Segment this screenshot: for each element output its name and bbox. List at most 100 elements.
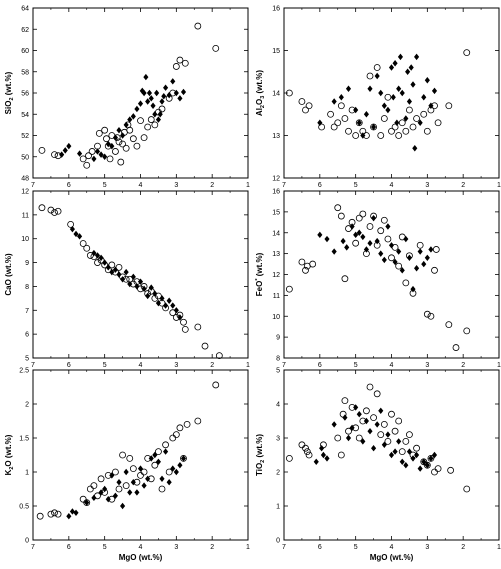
data-point-circle: [330, 123, 338, 131]
data-point-circle: [137, 471, 144, 479]
data-point-diamond: [170, 78, 176, 85]
data-point-diamond: [363, 417, 369, 425]
x-tick-label: 6: [318, 544, 322, 551]
data-point-diamond: [417, 119, 423, 126]
y-tick-label: 8: [276, 356, 280, 363]
data-point-diamond: [360, 438, 366, 445]
panel-4: 7 6 5 4 3 2 1 8 9 10 11 12 13 14 15 16 FeO* (wt.%): [255, 189, 501, 370]
data-point-circle: [122, 144, 130, 152]
data-point-diamond: [405, 68, 411, 75]
data-point-diamond: [69, 225, 75, 233]
data-point-circle: [341, 397, 349, 405]
data-point-diamond: [431, 451, 438, 459]
data-point-diamond: [91, 155, 97, 163]
data-point-diamond: [180, 88, 187, 96]
data-point-circle: [434, 119, 442, 127]
x-tick-label: 2: [210, 544, 214, 551]
data-point-circle: [54, 510, 62, 518]
y-tick-label: 4: [276, 402, 280, 409]
data-point-diamond: [399, 89, 405, 97]
x-tick-label: 2: [461, 544, 465, 551]
data-point-diamond: [59, 151, 65, 158]
data-point-diamond: [319, 445, 325, 452]
x-tick-label: 3: [174, 544, 178, 551]
data-point-diamond: [166, 91, 172, 99]
data-point-diamond: [392, 60, 398, 67]
plot-frame: [32, 369, 249, 541]
x-tick-label: 7: [282, 544, 286, 551]
data-point-circle: [298, 98, 306, 105]
data-point-circle: [298, 441, 306, 449]
data-point-diamond: [367, 428, 373, 435]
data-point-diamond: [378, 250, 384, 257]
y-tick-label: 12: [21, 189, 29, 196]
x-tick-label: 6: [318, 362, 322, 369]
x-tick-label: 6: [318, 182, 322, 189]
data-point-diamond: [84, 499, 90, 506]
data-point-diamond: [170, 465, 176, 472]
data-point-diamond: [173, 89, 179, 97]
data-point-diamond: [417, 465, 423, 472]
data-point-circle: [355, 214, 363, 222]
data-point-circle: [119, 451, 126, 459]
data-point-circle: [463, 485, 471, 493]
data-point-diamond: [155, 299, 161, 307]
data-point-diamond: [137, 278, 144, 285]
x-tick-label: 7: [31, 544, 35, 551]
y-tick-label: 2.5: [19, 368, 29, 375]
data-point-circle: [212, 44, 220, 52]
data-point-circle: [151, 121, 159, 129]
data-point-diamond: [356, 411, 362, 418]
data-point-diamond: [152, 290, 158, 297]
series-filled-diamond: [317, 214, 434, 293]
data-point-circle: [398, 119, 406, 127]
data-point-diamond: [120, 276, 126, 283]
data-point-diamond: [134, 105, 140, 113]
data-point-diamond: [431, 87, 438, 95]
y-tick-label: 1: [276, 504, 280, 511]
data-point-circle: [363, 407, 370, 415]
data-point-diamond: [396, 248, 402, 255]
series-filled-diamond: [69, 225, 183, 321]
data-point-diamond: [141, 482, 147, 489]
data-point-diamond: [317, 119, 323, 126]
data-point-diamond: [94, 148, 101, 155]
data-point-circle: [337, 451, 345, 459]
data-point-circle: [94, 142, 101, 150]
data-point-diamond: [428, 102, 434, 109]
data-point-diamond: [408, 64, 414, 71]
x-tick-label: 4: [139, 544, 143, 551]
data-point-diamond: [363, 246, 369, 253]
data-point-circle: [406, 106, 413, 114]
data-point-diamond: [353, 106, 359, 114]
data-point-diamond: [134, 283, 140, 290]
data-point-diamond: [134, 489, 140, 496]
data-point-diamond: [130, 113, 136, 120]
data-point-circle: [377, 227, 385, 235]
y-tick-label: 5: [25, 356, 29, 363]
data-point-circle: [122, 482, 130, 490]
y-tick-label: 16: [272, 189, 280, 196]
data-point-diamond: [410, 81, 416, 88]
data-point-diamond: [381, 102, 387, 109]
data-point-circle: [79, 495, 87, 503]
data-point-diamond: [324, 235, 330, 243]
data-point-circle: [169, 434, 177, 442]
data-point-circle: [201, 342, 209, 350]
data-point-diamond: [345, 434, 352, 442]
data-point-diamond: [109, 268, 115, 276]
x-tick-label: 1: [246, 362, 250, 369]
data-point-circle: [215, 352, 223, 360]
series-open-circle: [38, 204, 223, 360]
data-point-circle: [90, 482, 98, 490]
data-point-circle: [373, 64, 381, 71]
data-point-diamond: [166, 297, 172, 304]
data-point-circle: [94, 259, 101, 266]
data-point-diamond: [331, 248, 337, 255]
y-tick-label: 54: [21, 112, 29, 119]
y-tick-label: 48: [21, 176, 29, 183]
data-point-diamond: [349, 223, 355, 230]
data-point-circle: [147, 116, 155, 123]
data-point-circle: [151, 461, 159, 469]
